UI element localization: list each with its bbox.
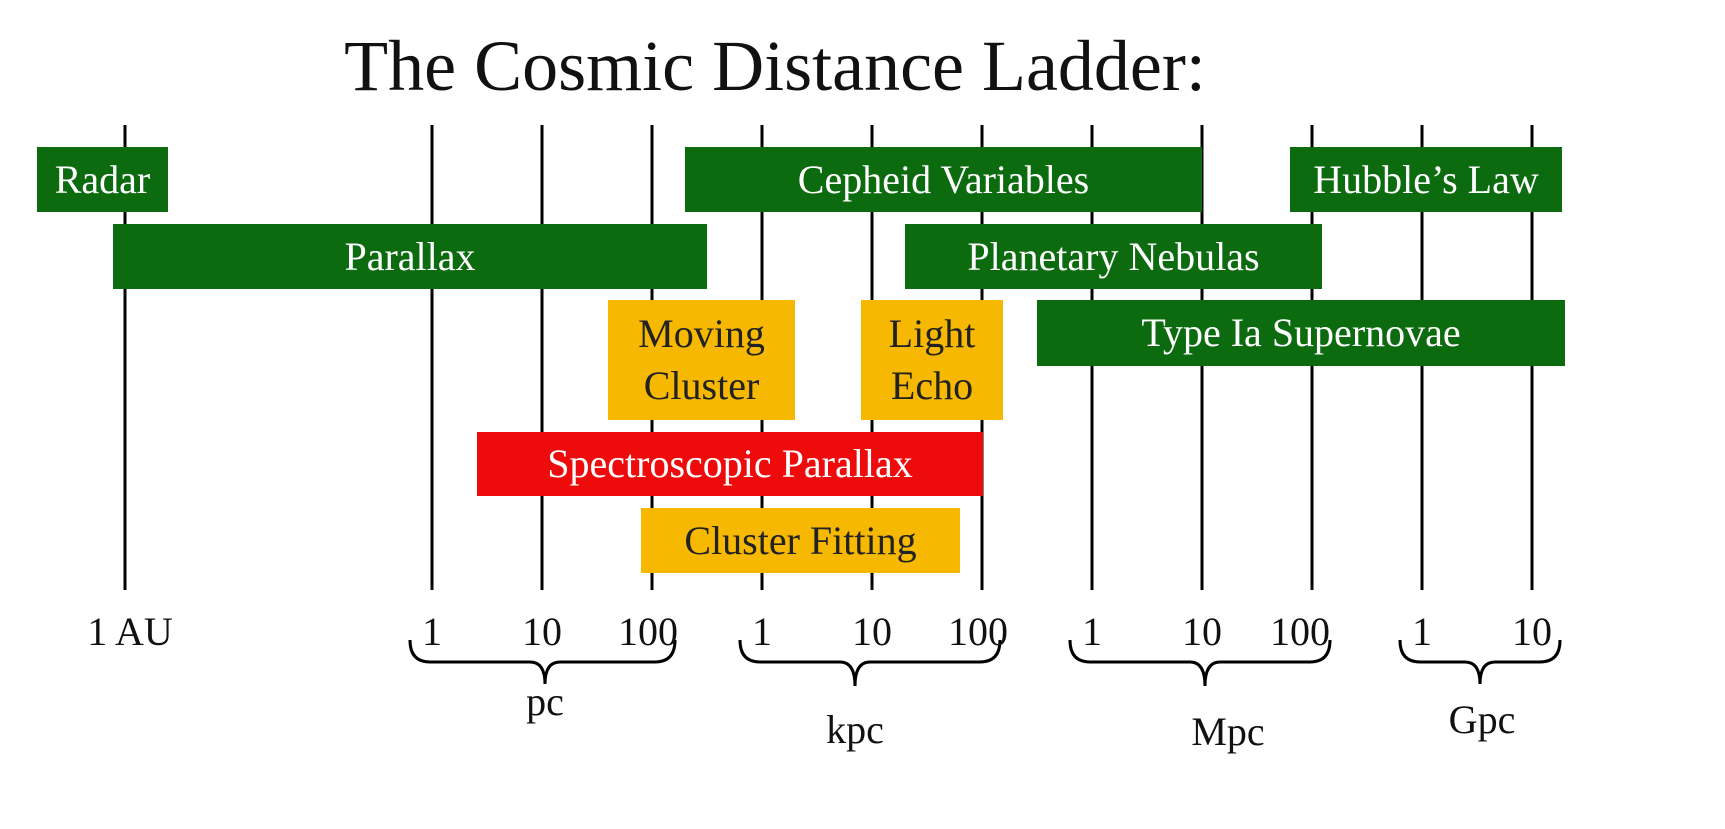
unit-label: Mpc bbox=[1191, 709, 1265, 754]
tick-label: 10 bbox=[852, 609, 892, 654]
tick-label: 1 AU bbox=[87, 609, 173, 654]
method-bar: Planetary Nebulas bbox=[905, 224, 1322, 289]
brace bbox=[1398, 639, 1562, 685]
unit-label: pc bbox=[526, 679, 564, 724]
method-label: Echo bbox=[890, 363, 974, 408]
tick-label: 100 bbox=[948, 609, 1008, 654]
tick-label: 10 bbox=[522, 609, 562, 654]
method-label: Moving bbox=[638, 311, 765, 356]
method-bar: Cluster Fitting bbox=[641, 508, 960, 573]
method-bar: Spectroscopic Parallax bbox=[477, 432, 983, 496]
method-label: Radar bbox=[54, 156, 151, 202]
method-bar: Radar bbox=[37, 147, 168, 212]
tick-label: 100 bbox=[618, 609, 678, 654]
unit-label: Gpc bbox=[1448, 697, 1516, 742]
method-bar: Cepheid Variables bbox=[685, 147, 1202, 212]
method-bar: Moving Cluster bbox=[608, 300, 795, 420]
tick-label: 1 bbox=[422, 609, 442, 654]
tick-label: 1 bbox=[752, 609, 772, 654]
title: The Cosmic Distance Ladder: bbox=[344, 26, 1206, 106]
tick-label: 10 bbox=[1182, 609, 1222, 654]
brace bbox=[408, 639, 677, 685]
method-bar: Parallax bbox=[113, 224, 707, 289]
method-label: Cepheid Variables bbox=[797, 156, 1090, 202]
method-label: Spectroscopic Parallax bbox=[547, 441, 913, 486]
brace bbox=[738, 639, 1002, 687]
method-bar: Type Ia Supernovae bbox=[1037, 300, 1565, 366]
brace bbox=[1068, 639, 1332, 687]
method-label: Type Ia Supernovae bbox=[1141, 310, 1461, 355]
method-bar: Light Echo bbox=[861, 300, 1003, 420]
tick-label: 100 bbox=[1270, 609, 1330, 654]
tick-label: 10 bbox=[1512, 609, 1552, 654]
method-label: Planetary Nebulas bbox=[967, 233, 1260, 279]
tick-label: 1 bbox=[1412, 609, 1432, 654]
method-label: Hubble’s Law bbox=[1313, 156, 1539, 202]
unit-label: kpc bbox=[826, 707, 884, 752]
method-bar: Hubble’s Law bbox=[1290, 147, 1562, 212]
method-label: Light bbox=[888, 311, 976, 356]
method-label: Parallax bbox=[344, 233, 476, 279]
method-label: Cluster Fitting bbox=[684, 517, 917, 563]
method-label: Cluster bbox=[643, 363, 760, 408]
tick-label: 1 bbox=[1082, 609, 1102, 654]
